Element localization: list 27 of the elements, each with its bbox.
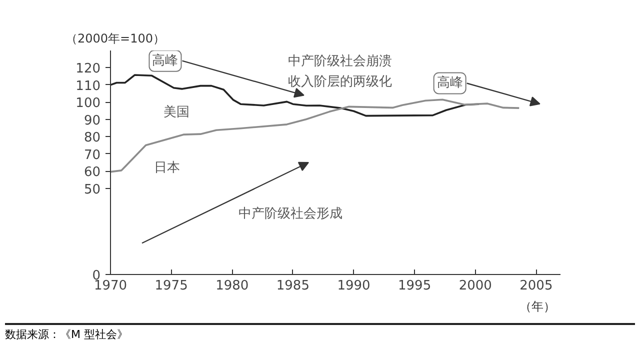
- y-tick-label: 110: [76, 78, 101, 94]
- x-tick-label: 1985: [276, 278, 310, 294]
- series-label: 美国: [164, 104, 190, 120]
- line-series: [110, 98, 520, 173]
- x-tick-label: 1990: [337, 278, 370, 294]
- y-tick-label: 90: [84, 113, 101, 128]
- x-tick-label: 2000: [458, 278, 492, 294]
- annotation: 中产阶级社会形成: [238, 206, 342, 222]
- annotation: 中产阶级社会崩溃: [288, 54, 392, 70]
- annotation: 高峰: [152, 52, 178, 68]
- y-tick-label: 100: [76, 96, 101, 112]
- x-tick-label: 1975: [154, 278, 188, 294]
- x-axis-title: （年）: [520, 300, 556, 314]
- x-tick-label: 1995: [398, 278, 432, 294]
- source-note: 数据来源：《M 型社会》: [5, 327, 128, 343]
- y-tick-label: 50: [84, 182, 101, 198]
- x-tick-label: 1980: [216, 278, 249, 294]
- x-tick-label: 2005: [520, 278, 553, 294]
- y-tick-label: 120: [76, 62, 101, 77]
- y-tick-label: 80: [84, 130, 101, 146]
- series-label: 日本: [154, 160, 180, 176]
- x-tick-label: 1970: [94, 278, 128, 294]
- annotation: 收入阶层的两级化: [288, 74, 392, 90]
- y-tick-label: 70: [84, 148, 101, 163]
- y-tick-label: 60: [84, 165, 101, 180]
- y-axis-title: （2000年=100）: [66, 32, 165, 46]
- annotation: 高峰: [436, 74, 463, 91]
